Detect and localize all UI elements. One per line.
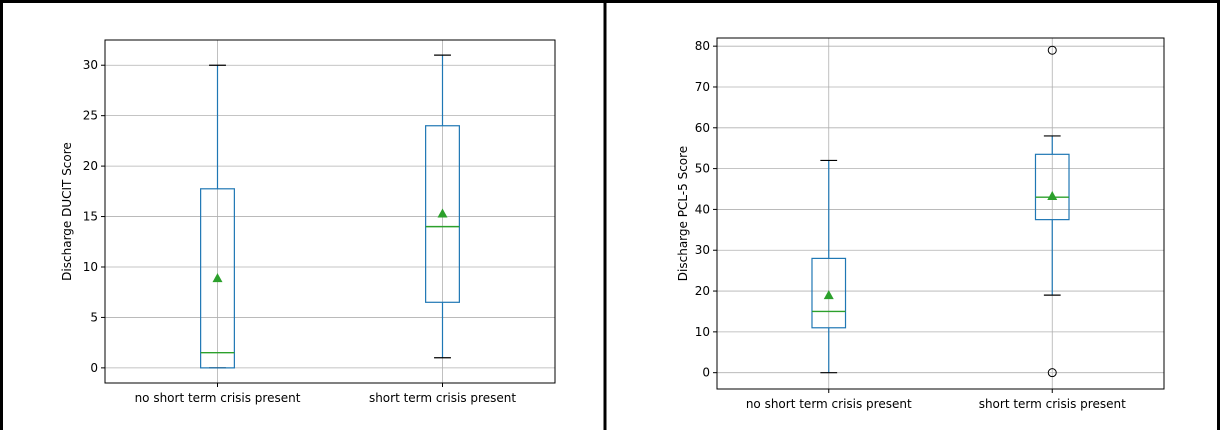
y-tick-label: 10 [83, 260, 98, 274]
y-tick-label: 5 [90, 310, 98, 324]
y-tick-label: 60 [695, 121, 710, 135]
y-tick-label: 10 [695, 325, 710, 339]
mean-marker [1047, 190, 1058, 200]
y-tick-label: 20 [695, 284, 710, 298]
y-tick-label: 70 [695, 80, 710, 94]
mean-marker [823, 290, 834, 300]
plot-frame [104, 39, 556, 384]
y-tick-label: 25 [83, 109, 98, 123]
y-tick-label: 15 [83, 210, 98, 224]
y-tick-label: 20 [83, 159, 98, 173]
mean-marker [212, 273, 223, 283]
y-tick-label: 50 [695, 162, 710, 176]
iqr-box [425, 125, 460, 303]
iqr-box [1034, 153, 1070, 221]
y-tick-label: 30 [695, 243, 710, 257]
y-tick-label: 0 [702, 366, 710, 380]
x-tick-label: no short term crisis present [135, 391, 301, 405]
pcl5-boxplot-chart: 0 10 20 30 40 50 60 70 80 no short term crisis pr… [676, 37, 1165, 411]
mean-marker [437, 208, 448, 218]
x-tick-label: no short term crisis present [746, 397, 912, 411]
outlier-point [1047, 45, 1057, 55]
y-tick-label: 80 [695, 39, 710, 53]
y-axis-label: Discharge PCL-5 Score [676, 146, 690, 281]
x-tick-label: short term crisis present [979, 397, 1126, 411]
y-tick-label: 30 [83, 58, 98, 72]
iqr-box [811, 257, 847, 329]
plot-frame [716, 37, 1165, 390]
y-tick-label: 40 [695, 202, 710, 216]
y-axis-label: Discharge DUCIT Score [60, 142, 74, 281]
x-tick-label: short term crisis present [369, 391, 516, 405]
iqr-box [200, 188, 235, 369]
ducit-boxplot-chart: 0 5 10 15 20 25 30 no short term crisis present… [60, 39, 556, 405]
outlier-point [1047, 368, 1057, 378]
y-tick-label: 0 [90, 361, 98, 375]
